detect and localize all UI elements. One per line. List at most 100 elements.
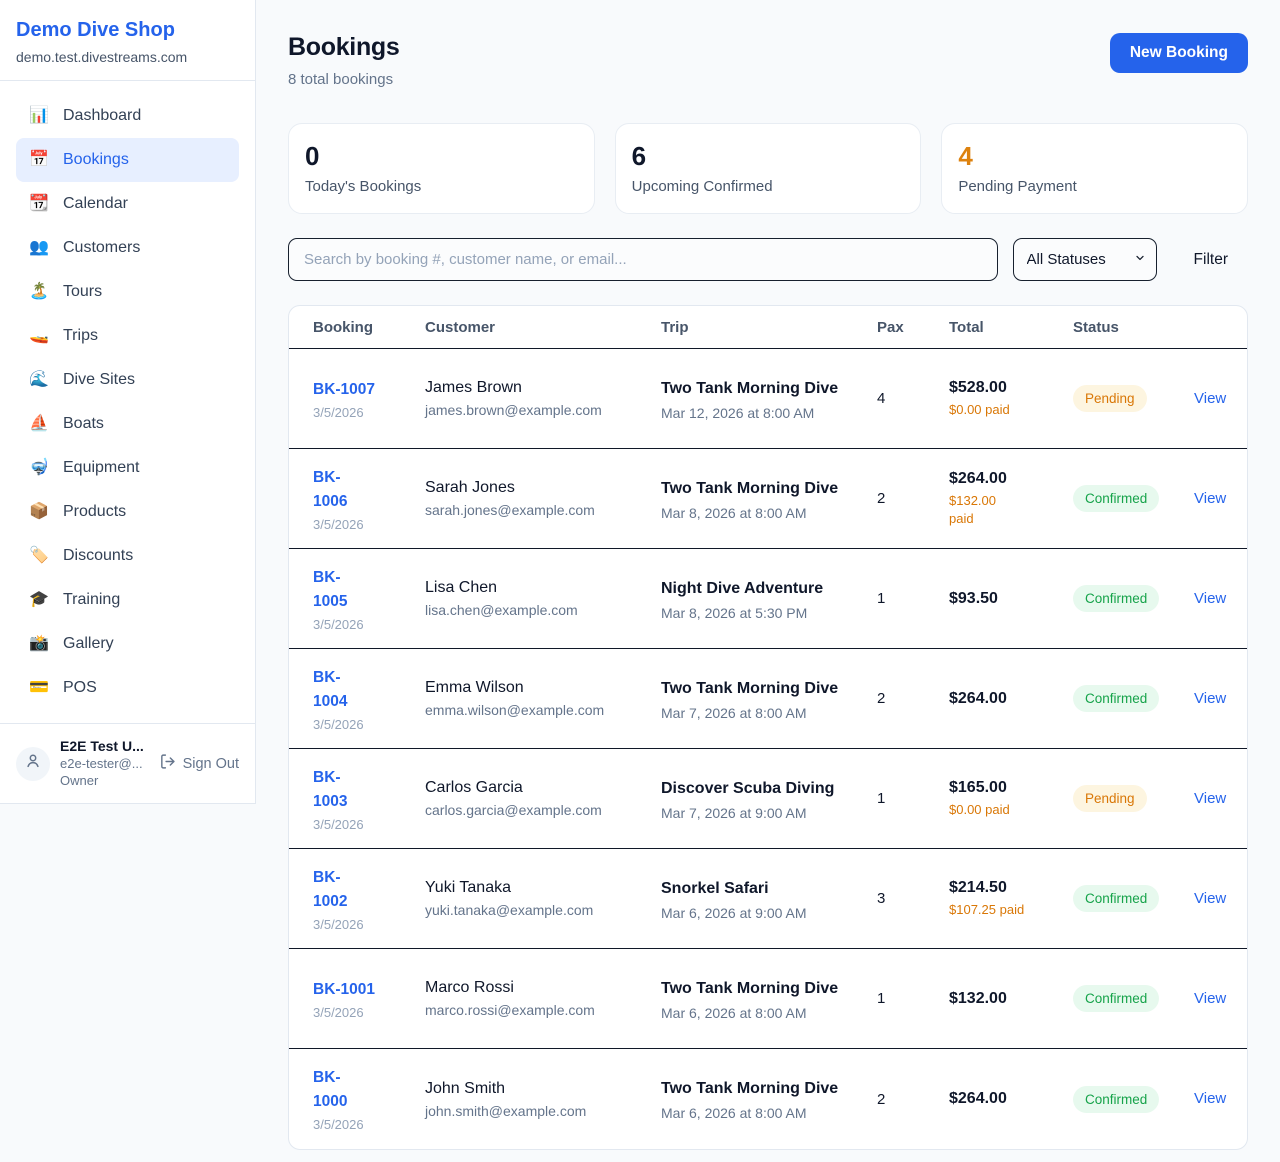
total-amount: $93.50: [949, 589, 998, 607]
customer-name: Emma Wilson: [425, 679, 524, 696]
customer-name: Sarah Jones: [425, 479, 515, 496]
status-select[interactable]: All Statuses: [1012, 238, 1157, 281]
amount-paid: $0.00 paid: [949, 801, 1010, 817]
table-body: BK-1007 3/5/2026 James Brown james.brown@ex…: [289, 349, 1247, 1149]
booking-id-link[interactable]: BK- 1005: [313, 568, 348, 610]
sidebar-item-discounts[interactable]: 🏷️ Discounts: [16, 534, 239, 578]
page-header: Bookings 8 total bookings New Booking: [288, 33, 1248, 88]
column-header: Trip: [661, 318, 689, 336]
sidebar-item-label: POS: [63, 679, 97, 696]
tear-off-calendar-icon: 📆: [29, 195, 49, 212]
sidebar-header: Demo Dive Shop demo.test.divestreams.com: [0, 0, 255, 81]
table-row: BK-1001 3/5/2026 Marco Rossi marco.rossi@ex…: [289, 949, 1247, 1049]
stat-label: Upcoming Confirmed: [631, 178, 773, 195]
status-badge: Confirmed: [1073, 1085, 1160, 1113]
customer-email: marco.rossi@example.com: [425, 1002, 595, 1018]
status-badge: Confirmed: [1073, 585, 1160, 612]
sidebar-item-tours[interactable]: 🏝️ Tours: [16, 270, 239, 314]
customer-name: Lisa Chen: [425, 579, 498, 596]
booking-id-link[interactable]: BK- 1006: [313, 468, 348, 510]
sidebar-item-customers[interactable]: 👥 Customers: [16, 226, 239, 270]
sidebar-item-equipment[interactable]: 🤿 Equipment: [16, 446, 239, 490]
sidebar-nav: 📊 Dashboard 📅 Bookings 📆 Calendar 👥 Customers 🏝️…: [0, 81, 255, 723]
total-amount: $132.00: [949, 989, 1007, 1007]
trip-name: Night Dive Adventure: [661, 579, 824, 597]
trip-name: Discover Scuba Diving: [661, 779, 835, 797]
total-amount: $264.00: [949, 1090, 1007, 1107]
view-link[interactable]: View: [1194, 789, 1227, 807]
diving-mask-icon: 🤿: [29, 459, 49, 476]
user-role: Owner: [60, 773, 99, 788]
trip-name: Snorkel Safari: [661, 879, 769, 897]
status-badge: Confirmed: [1073, 685, 1160, 712]
booking-date: 3/5/2026: [313, 1117, 364, 1132]
pax-count: 4: [877, 390, 886, 407]
sidebar-item-label: Dashboard: [63, 107, 142, 124]
booking-id-link[interactable]: BK-1001: [313, 980, 376, 998]
table-row: BK-1007 3/5/2026 James Brown james.brown@ex…: [289, 349, 1247, 449]
page-title: Bookings: [288, 33, 400, 61]
customer-email: emma.wilson@example.com: [425, 702, 605, 718]
sidebar-item-label: Customers: [63, 239, 141, 256]
sidebar-item-pos[interactable]: 💳 POS: [16, 666, 239, 710]
new-booking-button[interactable]: New Booking: [1109, 33, 1248, 73]
customer-email: james.brown@example.com: [425, 402, 602, 418]
booking-date: 3/5/2026: [313, 916, 364, 932]
trip-datetime: Mar 6, 2026 at 8:00 AM: [661, 1004, 807, 1021]
table-row: BK- 1004 3/5/2026 Emma Wilson emma.wilson@ex…: [289, 649, 1247, 749]
view-link[interactable]: View: [1194, 689, 1227, 707]
total-amount: $165.00: [949, 778, 1007, 796]
view-link[interactable]: View: [1194, 589, 1227, 607]
sign-out-label: Sign Out: [182, 755, 239, 772]
amount-paid: $0.00 paid: [949, 401, 1010, 417]
filter-bar: All Statuses Filter: [288, 238, 1248, 281]
sidebar-item-label: Discounts: [63, 547, 134, 564]
sign-out-button[interactable]: Sign Out: [159, 753, 239, 774]
search-input[interactable]: [288, 238, 998, 281]
booking-id-link[interactable]: BK- 1003: [313, 768, 348, 810]
column-header: Status: [1073, 318, 1119, 336]
customer-name: James Brown: [425, 379, 522, 396]
app-title: Demo Dive Shop: [16, 19, 175, 41]
view-link[interactable]: View: [1194, 989, 1227, 1007]
view-link[interactable]: View: [1194, 1090, 1227, 1107]
sidebar-item-boats[interactable]: ⛵ Boats: [16, 402, 239, 446]
column-header: Customer: [425, 318, 496, 336]
sidebar-item-training[interactable]: 🎓 Training: [16, 578, 239, 622]
status-badge: Pending: [1073, 385, 1147, 412]
total-amount: $528.00: [949, 378, 1007, 396]
sidebar-item-products[interactable]: 📦 Products: [16, 490, 239, 534]
stat-value: 6: [631, 141, 647, 171]
booking-id-link[interactable]: BK- 1000: [313, 1069, 348, 1110]
table-row: BK- 1000 3/5/2026 John Smith john.smith@exam…: [289, 1049, 1247, 1149]
main-content: Bookings 8 total bookings New Booking 0 …: [256, 0, 1280, 1150]
sidebar-item-label: Bookings: [63, 151, 129, 168]
view-link[interactable]: View: [1194, 889, 1227, 907]
sidebar-item-label: Training: [63, 591, 121, 608]
filter-button[interactable]: Filter: [1188, 250, 1234, 270]
sidebar-item-label: Equipment: [63, 459, 140, 476]
sidebar-item-dashboard[interactable]: 📊 Dashboard: [16, 94, 239, 138]
booking-id-link[interactable]: BK- 1004: [313, 668, 348, 710]
trip-name: Two Tank Morning Dive: [661, 479, 839, 497]
booking-id-link[interactable]: BK- 1002: [313, 868, 348, 910]
trip-name: Two Tank Morning Dive: [661, 679, 839, 697]
sidebar-item-bookings[interactable]: 📅 Bookings: [16, 138, 239, 182]
customer-name: Yuki Tanaka: [425, 879, 511, 896]
sidebar-item-calendar[interactable]: 📆 Calendar: [16, 182, 239, 226]
view-link[interactable]: View: [1194, 489, 1227, 507]
package-icon: 📦: [29, 503, 49, 520]
sidebar-item-gallery[interactable]: 📸 Gallery: [16, 622, 239, 666]
total-amount: $264.00: [949, 469, 1007, 487]
table-row: BK- 1003 3/5/2026 Carlos Garcia carlos.garci…: [289, 749, 1247, 849]
view-link[interactable]: View: [1194, 389, 1227, 407]
sidebar-item-dive-sites[interactable]: 🌊 Dive Sites: [16, 358, 239, 402]
sidebar-item-label: Gallery: [63, 635, 114, 652]
trip-name: Two Tank Morning Dive: [661, 979, 839, 997]
sailboat-icon: ⛵: [29, 415, 49, 432]
stat-label: Today's Bookings: [305, 178, 422, 195]
stat-label: Pending Payment: [958, 178, 1077, 195]
sidebar-item-trips[interactable]: 🚤 Trips: [16, 314, 239, 358]
booking-id-link[interactable]: BK-1007: [313, 380, 376, 398]
customer-name: Marco Rossi: [425, 979, 514, 996]
